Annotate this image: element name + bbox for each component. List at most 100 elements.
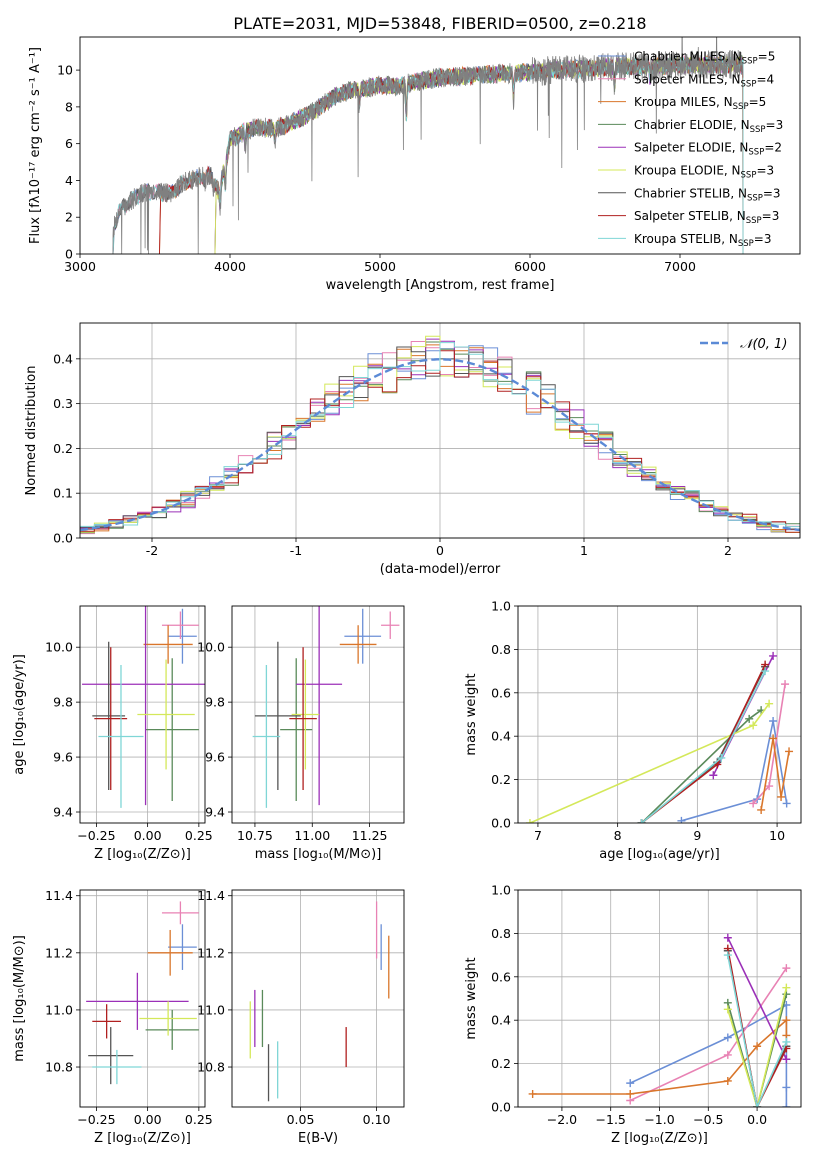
mass-weight-marker (723, 933, 732, 942)
y-axis-label: age [log₁₀(age/yr)] (12, 654, 27, 775)
x-tick-label: 0.25 (185, 1112, 213, 1127)
legend-entry-count: =2 (764, 141, 782, 155)
legend-entry-count: =3 (754, 232, 772, 246)
legend-entry: Chabrier ELODIE, NSSP=3 (634, 118, 783, 135)
panel-frame (79, 889, 206, 1108)
mass-weight-line (727, 954, 788, 1107)
x-axis-label: (data-model)/error (380, 562, 501, 577)
mass-weight-marker (782, 1083, 791, 1092)
y-tick-label: 0.8 (491, 642, 511, 657)
x-axis-label: age [log₁₀(age/yr)] (599, 847, 720, 862)
y-axis-label: mass weight (464, 957, 479, 1039)
mass-weight-marker (782, 1103, 791, 1107)
mass-weight-marker (723, 1076, 732, 1085)
plot-area (80, 335, 800, 535)
legend-entry-name: Kroupa ELODIE, N (634, 164, 741, 178)
x-tick-label: −2.0 (547, 1112, 577, 1127)
y-tick-label: 10 (57, 63, 73, 78)
y-tick-label: 0.0 (491, 1100, 511, 1115)
legend-entry-count: =3 (762, 209, 780, 223)
panel-residuals: -2 -1 0 1 2 0.0 0.1 0.2 0.3 0.4 (data-model)/error… (24, 322, 801, 577)
plot-area (86, 901, 199, 1085)
legend-entry-name: Chabrier ELODIE, N (634, 118, 750, 132)
x-tick-label: 0.05 (287, 1112, 315, 1127)
x-tick-label: −0.5 (693, 1112, 723, 1127)
y-tick-label: 11.0 (197, 1002, 225, 1017)
y-tick-label: 0.6 (491, 685, 511, 700)
y-tick-label: 9.8 (205, 695, 225, 710)
x-tick-label: -2 (146, 543, 158, 558)
x-tick-label: 0.00 (134, 1112, 162, 1127)
legend-entry-count: =5 (749, 95, 767, 109)
panel-mass-vs-Z: −0.25 0.00 0.25 10.8 11.0 11.2 11.4 Z [log₁₀(Z/… (12, 888, 213, 1146)
legend-entry: Salpeter STELIB, NSSP=3 (634, 209, 779, 226)
mass-weight-line (727, 993, 788, 1107)
y-tick-label: 11.2 (45, 945, 73, 960)
y-tick-label: 8 (65, 99, 73, 114)
plot-area (252, 606, 400, 808)
mass-weight-marker (769, 734, 778, 743)
x-tick-label: 10.75 (237, 828, 273, 843)
x-tick-label: 7 (534, 828, 542, 843)
x-tick-label: −1.5 (596, 1112, 626, 1127)
y-tick-label: 10.0 (197, 640, 225, 655)
y-tick-label: 0.2 (491, 772, 511, 787)
panel-frame (517, 889, 802, 1108)
mass-weight-marker (753, 1042, 762, 1051)
mass-weight-marker (753, 1103, 762, 1107)
legend-entry-count: =3 (766, 118, 784, 132)
legend-entry-name: Salpeter MILES, N (634, 72, 741, 86)
x-tick-label: −1.0 (644, 1112, 674, 1127)
mass-weight-marker (765, 699, 774, 708)
mass-weight-marker (709, 771, 718, 780)
legend-entry-name: Kroupa MILES, N (634, 95, 733, 109)
legend-entry-name: Chabrier STELIB, N (634, 186, 747, 200)
y-axis-label: mass [log₁₀(M/M⊙)] (12, 935, 27, 1062)
mass-weight-marker (782, 1016, 791, 1025)
panel-mass-weight-vs-age: 7 8 9 10 0.0 0.2 0.4 0.6 0.8 1.0 age [log₁₀(age/yr… (464, 599, 802, 862)
y-tick-label: 10.0 (45, 640, 73, 655)
y-tick-label: 6 (65, 136, 73, 151)
panel-age-vs-Z: −0.25 0.00 0.25 9.4 9.6 9.8 10.0 Z [log₁₀(Z/Z⊙)… (12, 605, 213, 862)
y-tick-label: 11.4 (197, 888, 225, 903)
y-tick-label: 0.1 (53, 486, 73, 501)
mass-weight-marker (777, 792, 786, 801)
y-tick-label: 1.0 (491, 599, 511, 614)
legend-entry: Salpeter MILES, NSSP=4 (634, 72, 774, 89)
legend-entry-subscript: SSP (747, 193, 763, 203)
y-tick-label: 4 (65, 173, 73, 188)
legend-entry-name: Salpeter ELODIE, N (634, 141, 748, 155)
legend-entry: Salpeter ELODIE, NSSP=2 (634, 141, 782, 158)
mass-weight-marker (769, 717, 778, 726)
panel-frame (231, 605, 405, 824)
y-tick-label: 9.8 (53, 695, 73, 710)
y-tick-label: 0.4 (491, 1013, 511, 1028)
legend-entry-count: =4 (756, 72, 774, 86)
panel-mass-weight-vs-Z: −2.0 −1.5 −1.0 −0.5 0.0 0.0 0.2 0.4 0.6 0.8 1.0 Z [… (464, 883, 802, 1146)
panel-spectrum: 3000 4000 5000 6000 7000 0 2 4 6 8 10 wavelength [A… (28, 36, 801, 293)
mass-weight-line (681, 720, 788, 822)
y-tick-label: 10.8 (197, 1060, 225, 1075)
y-tick-label: 1.0 (491, 883, 511, 898)
mass-weight-marker (723, 1050, 732, 1059)
x-tick-label: 0.25 (185, 828, 213, 843)
y-tick-label: 9.6 (53, 750, 73, 765)
mass-weight-marker (723, 1005, 732, 1014)
legend-entry-name: Chabrier MILES, N (634, 50, 742, 64)
mass-weight-marker (782, 799, 791, 808)
y-tick-label: 0.6 (491, 969, 511, 984)
plot-area (112, 37, 744, 254)
mass-weight-marker (626, 1079, 635, 1088)
x-axis-label: wavelength [Angstrom, rest frame] (326, 278, 555, 293)
x-tick-label: 0 (436, 543, 444, 558)
x-axis-label: Z [log₁₀(Z/Z⊙)] (611, 1131, 708, 1146)
y-tick-label: 9.6 (205, 750, 225, 765)
legend-entry-subscript: SSP (742, 57, 758, 67)
x-tick-label: −0.25 (77, 1112, 115, 1127)
spectrum-data-line (112, 37, 744, 254)
y-tick-label: 10.8 (45, 1060, 73, 1075)
x-tick-label: 0.00 (134, 828, 162, 843)
x-tick-label: -1 (290, 543, 302, 558)
legend-entry: 𝒩(0, 1) (740, 337, 787, 352)
